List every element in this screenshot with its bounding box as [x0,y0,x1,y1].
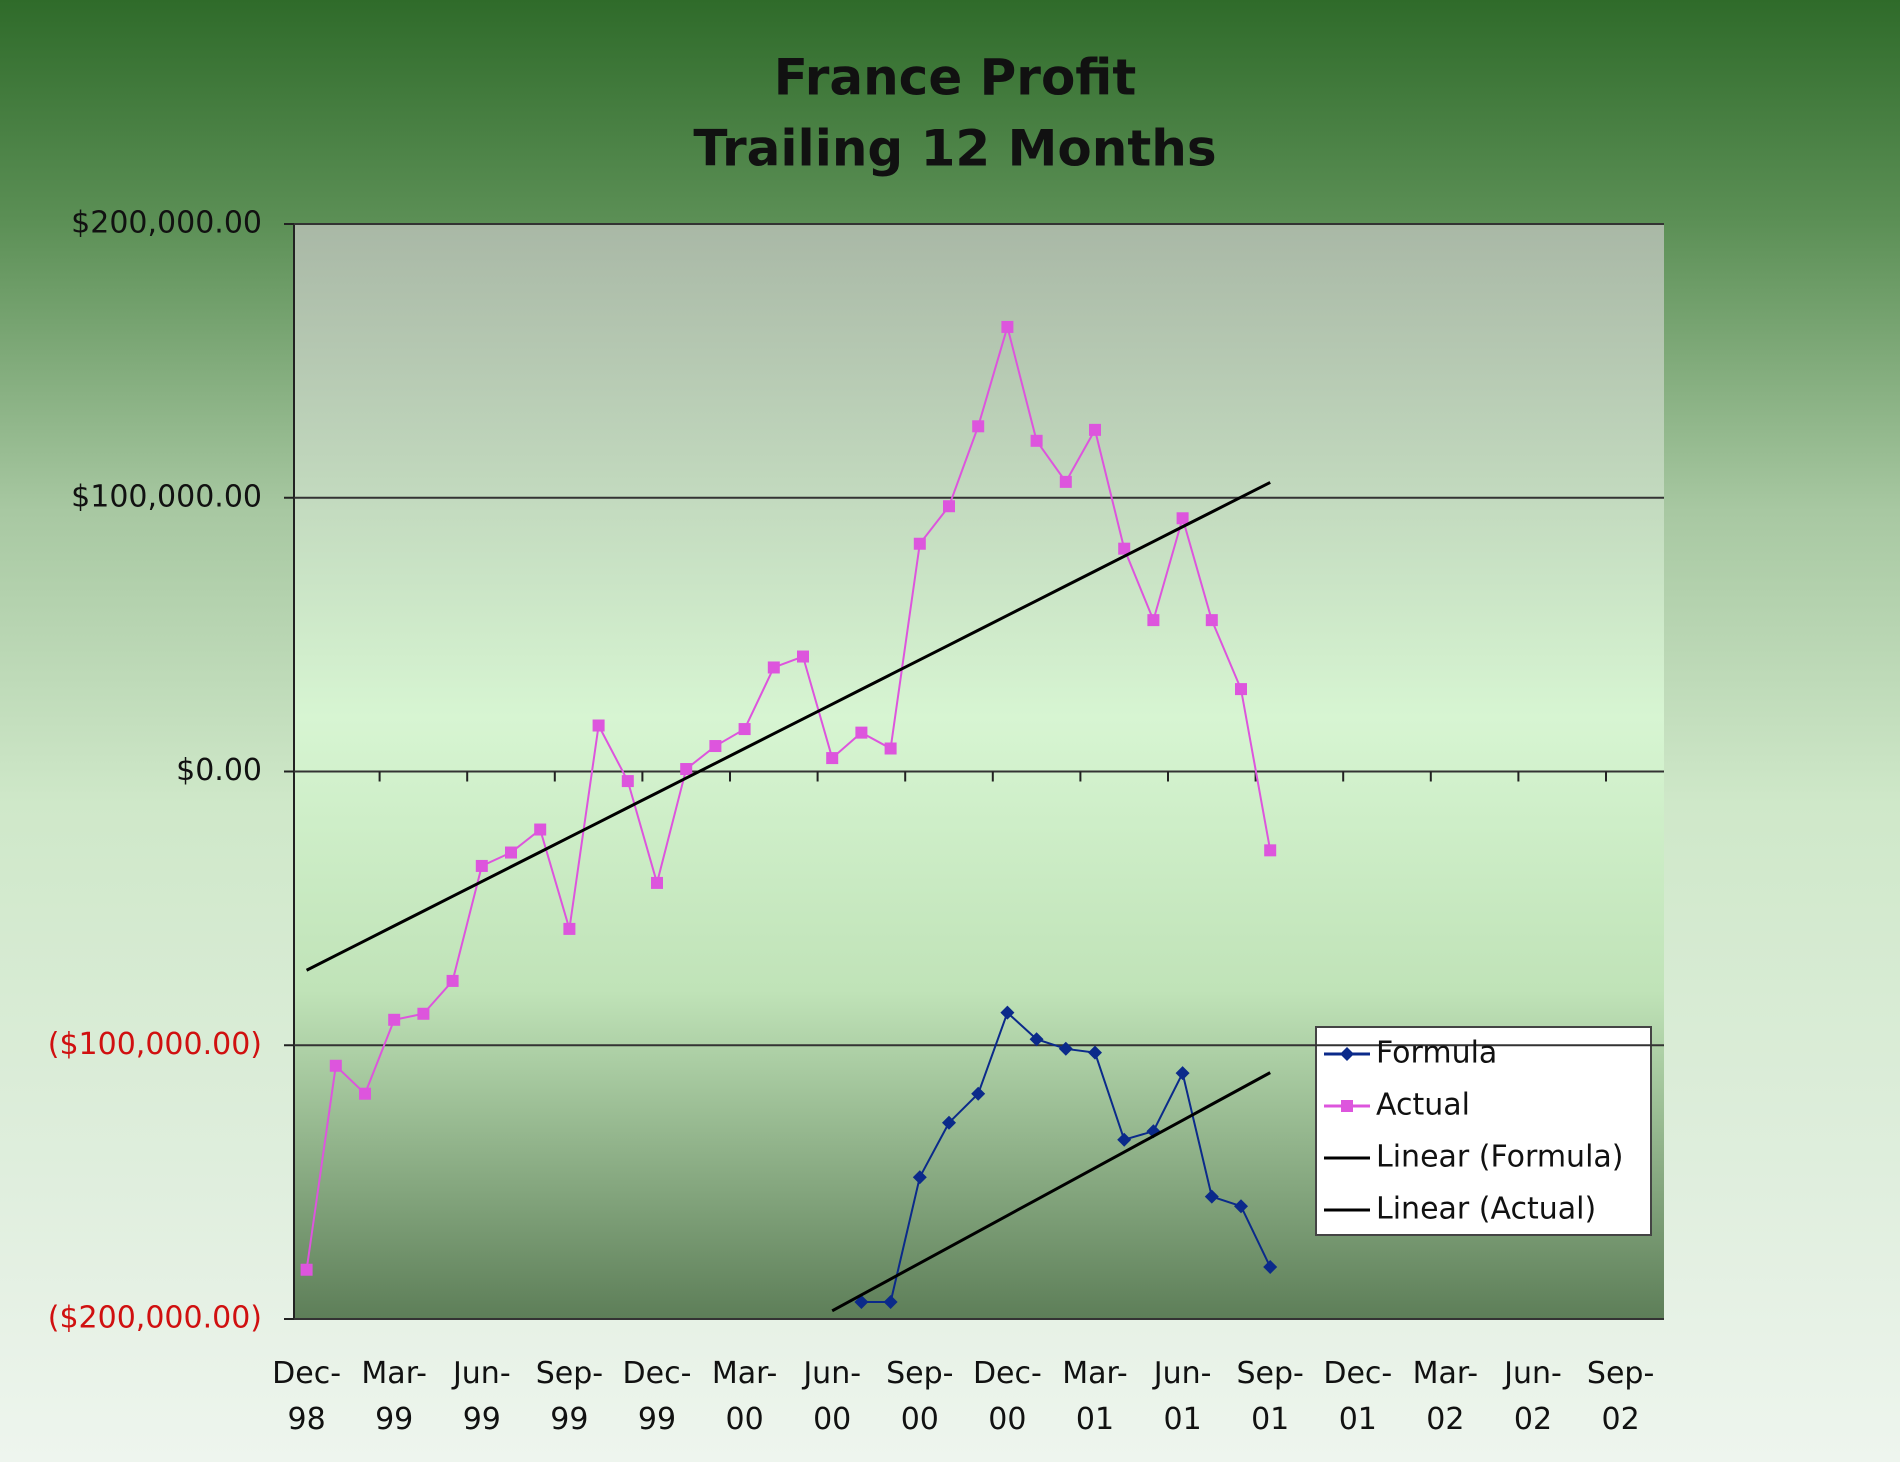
x-tick-label: Jun-02 [1504,1356,1562,1437]
y-tick-label: $0.00 [176,753,262,788]
marker [359,1087,371,1100]
x-tick-label: Mar-99 [361,1356,427,1437]
marker [1204,1189,1219,1204]
marker [621,775,634,788]
marker [797,650,809,663]
x-tick-label: Dec-01 [1323,1356,1393,1437]
chart-title: France Profit [774,49,1137,107]
marker [1089,423,1101,436]
marker [1205,614,1218,627]
series-line [305,323,1272,1270]
x-tick-label: Dec-00 [972,1356,1042,1437]
marker [767,661,780,674]
marker [1147,614,1160,627]
marker [1117,1132,1132,1147]
legend-label: Linear (Formula) [1376,1140,1624,1175]
x-tick-label: Sep-99 [535,1356,604,1437]
legend-label: Formula [1376,1036,1497,1071]
marker [854,1295,869,1310]
marker [1176,512,1189,525]
marker [1001,320,1014,333]
legend-label: Actual [1376,1088,1470,1123]
marker [446,974,459,987]
x-tick-label: Dec-98 [272,1356,342,1437]
marker [1263,1259,1278,1274]
series-line [831,1071,1271,1313]
x-tick-label: Mar-01 [1062,1356,1128,1437]
x-tick-label: Jun-01 [1153,1356,1212,1437]
marker [972,420,985,433]
y-tick-label: ($200,000.00) [48,1301,262,1336]
x-tick-label: Mar-00 [711,1356,778,1437]
marker [563,922,576,935]
marker [388,1013,401,1026]
marker [912,1170,927,1185]
series-line [305,481,1271,972]
marker [913,537,926,550]
marker [417,1007,430,1020]
marker [738,723,751,736]
marker [971,1086,986,1101]
marker [1030,434,1043,447]
marker [505,846,517,859]
marker [943,500,955,513]
legend-label: Linear (Actual) [1376,1192,1596,1227]
marker [1234,1199,1248,1214]
marker [1235,683,1247,696]
marker [1088,1045,1102,1060]
marker [1029,1032,1044,1047]
marker [942,1115,956,1130]
marker [680,763,693,776]
marker [1175,1066,1190,1081]
marker [1264,844,1277,857]
x-tick-label: Jun-99 [452,1356,511,1437]
legend [1315,1026,1652,1236]
marker [475,859,488,872]
marker [300,1263,313,1276]
y-tick-label: $100,000.00 [71,479,262,514]
marker [1000,1005,1015,1020]
chart-subtitle: Trailing 12 Months [693,120,1216,178]
marker [592,719,605,732]
y-tick-label: ($100,000.00) [48,1027,262,1062]
y-tick-label: $200,000.00 [71,206,262,241]
marker [1118,542,1131,555]
x-tick-label: Sep-02 [1586,1356,1655,1437]
marker [329,1059,342,1072]
marker [884,742,897,755]
x-tick-label: Jun-00 [803,1356,862,1437]
marker [855,726,868,739]
x-tick-label: Sep-00 [886,1356,954,1437]
marker [651,876,663,889]
x-tick-label: Mar-02 [1412,1356,1479,1437]
legend-marker [1340,1047,1354,1061]
marker [1059,475,1072,488]
x-tick-label: Dec-99 [622,1356,692,1437]
marker [534,823,547,836]
legend-marker [1341,1100,1353,1112]
x-tick-label: Sep-01 [1236,1356,1304,1437]
marker [883,1295,898,1310]
marker [1058,1041,1073,1056]
marker [826,752,839,765]
marker [709,740,722,753]
